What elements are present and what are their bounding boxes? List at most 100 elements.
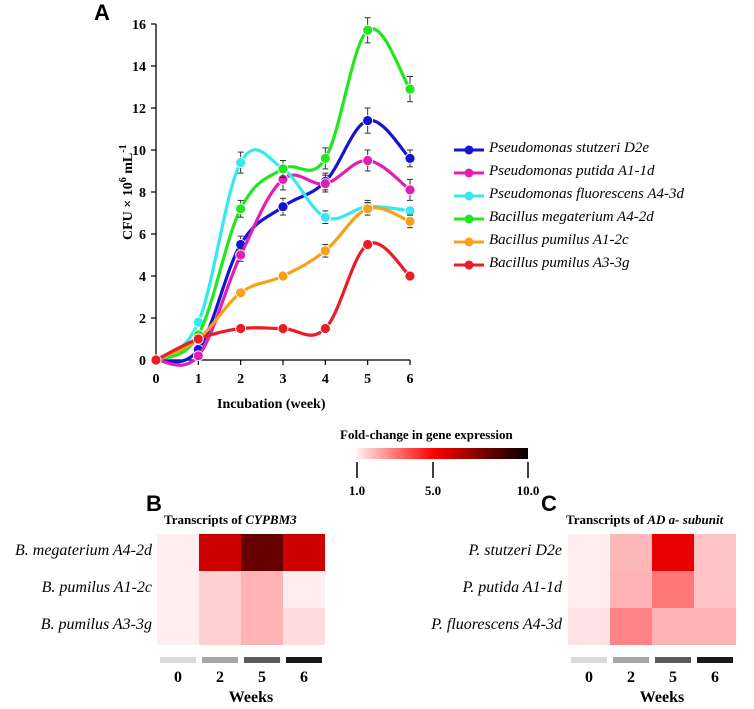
heatmap-row-label: P. stutzeri D2e	[468, 542, 562, 559]
x-tick-label: 5	[364, 372, 371, 387]
heatmap-cell	[241, 534, 283, 571]
data-point	[362, 115, 374, 126]
legend-label: Bacillus pumilus A1-2c	[489, 232, 629, 248]
heatmap-x-title: Weeks	[639, 689, 685, 706]
data-point	[235, 249, 247, 261]
panel-letter-c: C	[541, 491, 557, 516]
legend-label: Pseudomonas fluorescens A4-3d	[489, 186, 684, 202]
heatmap-cell	[610, 608, 652, 645]
x-axis-title: Incubation (week)	[217, 397, 326, 412]
data-point	[277, 270, 289, 282]
data-point	[404, 184, 416, 196]
heatmap-row-label: B. pumilus A3-3g	[40, 616, 152, 633]
data-point	[277, 323, 289, 334]
heatmap-cell	[652, 571, 694, 608]
y-tick-label: 12	[132, 102, 146, 117]
colorbar-title: Fold-change in gene expression	[340, 427, 513, 442]
y-tick-label: 4	[139, 270, 146, 285]
x-tick-label: 0	[153, 372, 160, 387]
data-point	[235, 323, 247, 334]
heatmap-x-title: Weeks	[228, 689, 274, 706]
data-point	[362, 239, 374, 250]
heatmap-b-title-prefix: Transcripts of	[164, 512, 246, 527]
colorbar-tick-label: 10.0	[516, 483, 540, 498]
heatmap-cell	[610, 534, 652, 571]
data-point	[404, 270, 416, 282]
heatmap-cell	[157, 571, 199, 608]
legend-label: Pseudomonas stutzeri D2e	[489, 140, 649, 156]
x-tick-label: 1	[195, 372, 202, 387]
heatmap-cell	[241, 571, 283, 608]
heatmap-col-label: 2	[627, 669, 635, 686]
heatmap-cell	[241, 608, 283, 645]
y-tick-label: 6	[139, 228, 146, 243]
data-point	[319, 152, 331, 164]
heatmap-col-label: 0	[585, 669, 593, 686]
legend-label: Pseudomonas putida A1-1d	[489, 163, 655, 179]
heatmap-cell	[652, 534, 694, 571]
heatmap-row-label: B. megaterium A4-2d	[14, 542, 152, 559]
time-bar	[160, 657, 196, 663]
data-point	[235, 157, 247, 169]
colorbar-tick-label: 1.0	[348, 483, 366, 498]
heatmap-col-label: 5	[669, 669, 677, 686]
legend-marker	[454, 214, 484, 224]
heatmap-cell	[199, 608, 241, 645]
heatmap-col-label: 0	[174, 669, 182, 686]
heatmap-cell	[694, 534, 736, 571]
time-bar	[571, 657, 607, 663]
heatmap-cell	[199, 571, 241, 608]
legend-marker	[454, 237, 484, 247]
data-point	[319, 211, 331, 223]
heatmap-row-label: P. putida A1-1d	[462, 579, 562, 596]
heatmap-c-title: Transcripts of AD a- subunit	[566, 512, 723, 528]
data-point	[235, 287, 247, 299]
y-tick-label: 2	[139, 312, 146, 327]
heatmap-cell	[568, 608, 610, 645]
data-point	[235, 203, 247, 215]
data-point	[319, 178, 331, 190]
time-bar	[244, 657, 280, 663]
heatmap-col-label: 6	[711, 669, 719, 686]
data-point	[362, 203, 374, 215]
time-bar	[202, 657, 238, 663]
data-point	[277, 163, 289, 175]
x-tick-label: 6	[407, 372, 414, 387]
colorbar	[356, 448, 529, 478]
data-point	[404, 205, 416, 217]
x-tick-label: 4	[322, 372, 329, 387]
colorbar-tick-label: 5.0	[424, 483, 442, 498]
heatmap-cell	[694, 571, 736, 608]
heatmap-cell	[283, 534, 325, 571]
heatmap-cell	[610, 571, 652, 608]
heatmap-cell	[694, 608, 736, 645]
heatmap-cell	[283, 608, 325, 645]
heatmap-cell	[283, 571, 325, 608]
data-point	[404, 152, 416, 164]
legend-marker	[454, 145, 484, 155]
panel-letter-a: A	[94, 0, 110, 25]
y-tick-label: 10	[132, 144, 146, 159]
heatmap-b-title: Transcripts of CYPBM3	[164, 512, 297, 528]
legend-marker	[454, 260, 484, 270]
heatmap-cell	[199, 534, 241, 571]
x-tick-label: 2	[237, 372, 244, 387]
heatmap-row-label: P. fluorescens A4-3d	[431, 616, 562, 633]
data-point	[192, 333, 204, 345]
data-point	[319, 245, 331, 257]
y-tick-label: 16	[132, 18, 146, 33]
legend-marker	[454, 168, 484, 178]
series-3	[150, 17, 416, 366]
legend-label: Bacillus megaterium A4-2d	[489, 209, 654, 225]
time-bar	[613, 657, 649, 663]
panel-letter-b: B	[146, 491, 162, 516]
y-axis-title: CFU × 106 mL-1	[118, 144, 136, 240]
data-point	[192, 350, 204, 362]
series-line	[155, 27, 412, 362]
heatmap-col-label: 5	[258, 669, 266, 686]
heatmap-col-label: 6	[300, 669, 308, 686]
y-tick-label: 0	[139, 354, 146, 369]
heatmap-cell	[568, 534, 610, 571]
data-point	[404, 83, 416, 95]
heatmap-row-label: B. pumilus A1-2c	[41, 579, 152, 596]
